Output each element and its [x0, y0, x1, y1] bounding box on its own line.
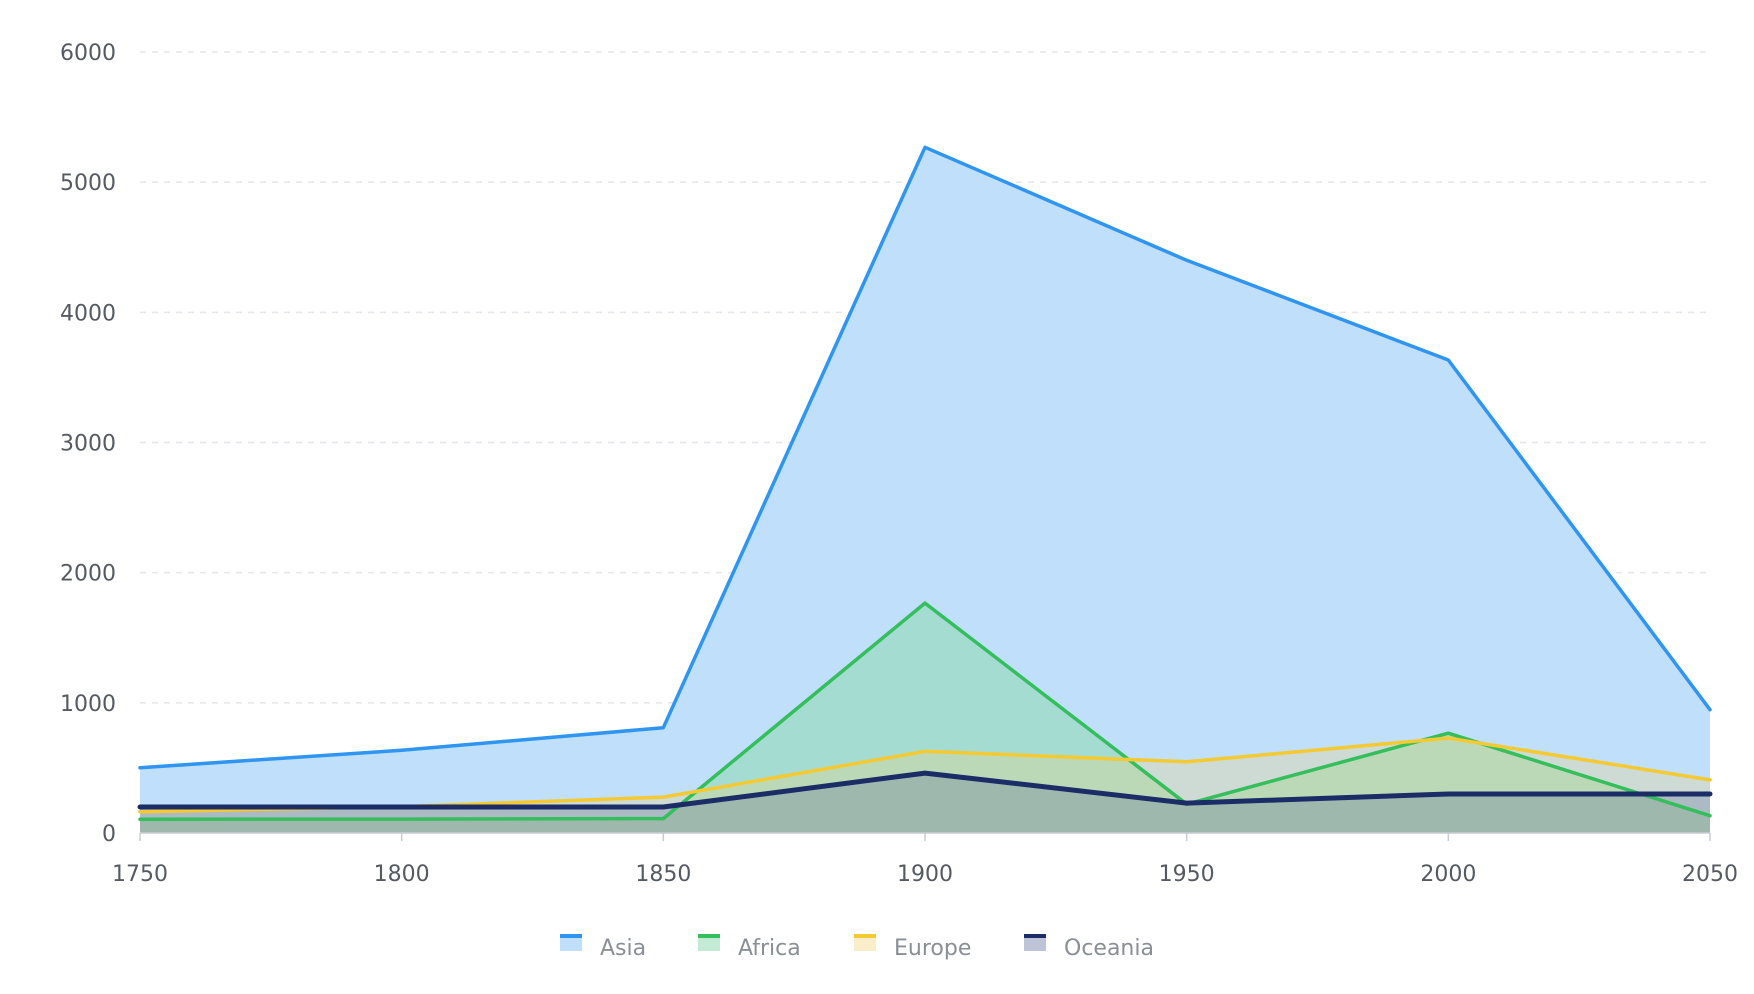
- line-oceania: [137, 770, 1713, 810]
- legend-swatch-africa: [698, 935, 720, 951]
- x-tick-label-1750: 1750: [112, 862, 168, 887]
- y-tick-label-1000: 1000: [60, 692, 116, 717]
- legend-swatch-oceania: [1024, 935, 1046, 951]
- area-asia: [140, 147, 1710, 834]
- x-tick-label-1950: 1950: [1159, 862, 1215, 887]
- legend-label-africa: Africa: [738, 936, 801, 961]
- legend-swatch-line-oceania: [1024, 934, 1046, 938]
- legend-label-oceania: Oceania: [1064, 936, 1154, 961]
- y-tick-label-0: 0: [102, 822, 116, 847]
- legend-label-asia: Asia: [600, 936, 646, 961]
- series-lines: [137, 145, 1713, 821]
- legend-label-europe: Europe: [894, 936, 971, 961]
- legend-swatch-line-asia: [560, 934, 582, 938]
- x-tick-label-2050: 2050: [1682, 862, 1738, 887]
- legend-item-europe: Europe: [854, 934, 971, 961]
- legend: Asia Africa Europe Oceania: [560, 934, 1154, 961]
- y-tick-label-2000: 2000: [60, 562, 116, 587]
- x-tick-label-2000: 2000: [1420, 862, 1476, 887]
- line-asia: [138, 145, 1712, 770]
- legend-swatch-line-africa: [698, 934, 720, 938]
- legend-swatch-asia: [560, 935, 582, 951]
- legend-item-oceania: Oceania: [1024, 934, 1154, 961]
- x-axis: [139, 832, 1711, 841]
- y-tick-label-5000: 5000: [60, 171, 116, 196]
- series-areas: [140, 147, 1710, 834]
- area-africa: [140, 603, 1710, 833]
- y-tick-label-3000: 3000: [60, 432, 116, 457]
- x-tick-label-1850: 1850: [635, 862, 691, 887]
- y-axis-tick-labels: 0 1000 2000 3000 4000 5000 6000: [60, 41, 116, 847]
- legend-item-asia: Asia: [560, 934, 646, 961]
- x-tick-label-1800: 1800: [374, 862, 430, 887]
- legend-item-africa: Africa: [698, 934, 801, 961]
- y-tick-label-4000: 4000: [60, 301, 116, 326]
- legend-swatch-europe: [854, 935, 876, 951]
- x-tick-label-1900: 1900: [897, 862, 953, 887]
- y-tick-label-6000: 6000: [60, 41, 116, 66]
- legend-swatch-line-europe: [854, 934, 876, 938]
- x-axis-tick-labels: 1750 1800 1850 1900 1950 2000 2050: [112, 862, 1738, 887]
- line-africa: [138, 601, 1712, 821]
